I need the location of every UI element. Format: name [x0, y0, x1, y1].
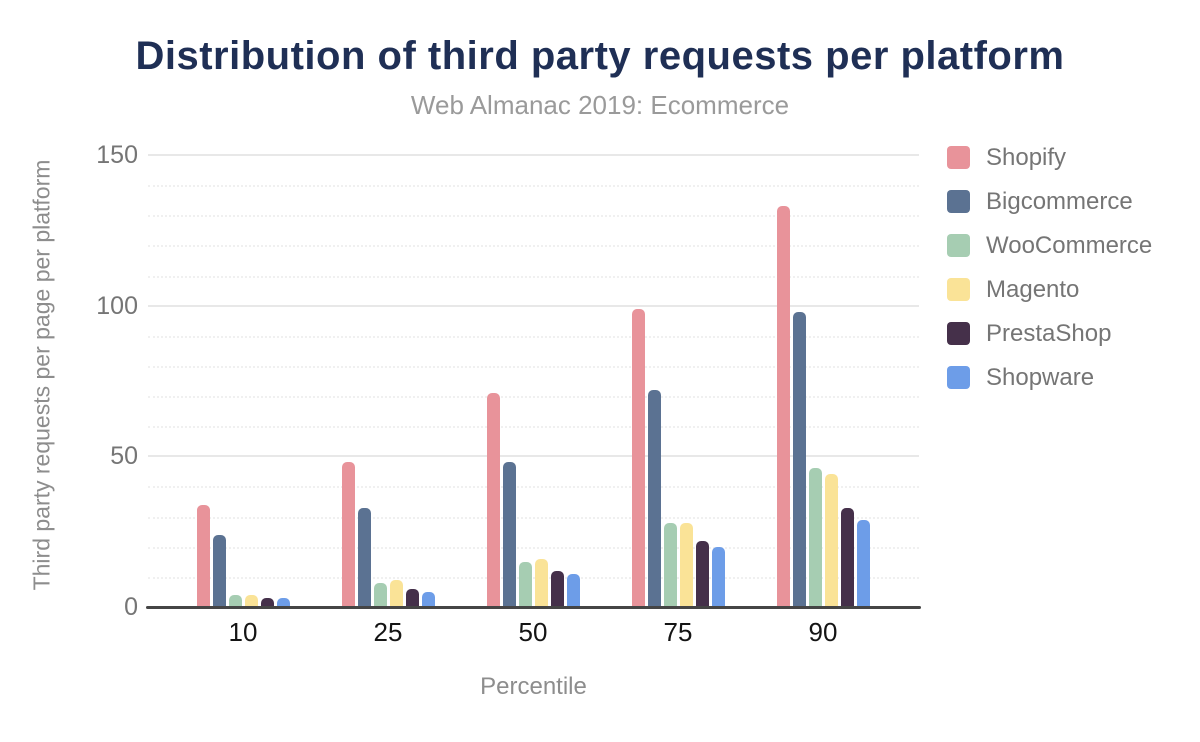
legend-item-magento: Magento	[947, 276, 1152, 303]
bar-group-p50	[486, 393, 580, 607]
bar-magento-p50	[534, 559, 548, 607]
bar-prestashop-p50	[550, 571, 564, 607]
legend-label-shopware: Shopware	[986, 364, 1095, 391]
minor-gridline	[148, 275, 919, 278]
minor-gridline	[148, 516, 919, 519]
bar-shopify-p25	[341, 462, 355, 607]
major-gridline	[148, 304, 919, 307]
bar-group-p10	[196, 505, 290, 607]
x-tick-label-25: 25	[373, 617, 403, 647]
minor-gridline	[148, 365, 919, 368]
bar-shopware-p90	[856, 520, 870, 607]
bar-shopware-p50	[566, 574, 580, 607]
legend: Shopify Bigcommerce WooCommerce Magento Pres…	[947, 146, 1152, 410]
chart-subtitle: Web Almanac 2019: Ecommerce	[410, 90, 790, 120]
chart-title: Distribution of third party requests per…	[135, 34, 1065, 78]
minor-gridline	[148, 245, 919, 248]
bar-shopware-p10	[276, 598, 290, 607]
bar-shopify-p50	[486, 393, 500, 607]
legend-item-prestashop: PrestaShop	[947, 320, 1152, 347]
legend-swatch-shopify	[947, 146, 970, 169]
minor-gridline	[148, 396, 919, 399]
bar-group-p25	[341, 462, 435, 607]
bar-shopify-p10	[196, 505, 210, 607]
legend-label-shopify: Shopify	[986, 144, 1067, 171]
bar-woocommerce-p50	[518, 562, 532, 607]
y-tick-label: 150	[96, 141, 138, 169]
x-axis-line	[146, 606, 921, 609]
minor-gridline	[148, 215, 919, 218]
bar-magento-p90	[824, 474, 838, 607]
minor-gridline	[148, 335, 919, 338]
legend-swatch-bigcommerce	[947, 190, 970, 213]
minor-gridline	[148, 426, 919, 429]
x-tick-label-10: 10	[228, 617, 258, 647]
y-tick-label: 100	[96, 291, 138, 320]
legend-label-prestashop: PrestaShop	[986, 320, 1112, 347]
legend-item-woocommerce: WooCommerce	[947, 232, 1153, 259]
legend-label-magento: Magento	[986, 276, 1080, 303]
y-tick-label: 0	[124, 593, 138, 621]
x-tick-label-90: 90	[808, 617, 838, 647]
legend-swatch-magento	[947, 278, 970, 301]
minor-gridline	[148, 185, 919, 188]
minor-gridline	[148, 486, 919, 489]
x-tick-label-75: 75	[663, 617, 693, 647]
bar-bigcommerce-p25	[357, 508, 371, 607]
minor-gridline	[148, 546, 919, 549]
bar-prestashop-p10	[260, 598, 274, 607]
x-tick-label-50: 50	[518, 617, 548, 647]
legend-swatch-prestashop	[947, 322, 970, 345]
minor-gridline	[148, 576, 919, 579]
legend-item-shopify: Shopify	[947, 144, 1152, 171]
legend-item-shopware: Shopware	[947, 364, 1152, 391]
bar-prestashop-p75	[695, 541, 709, 607]
y-tick-label: 50	[110, 442, 138, 471]
bar-magento-p75	[679, 523, 693, 607]
bar-shopware-p25	[421, 592, 435, 607]
bar-woocommerce-p10	[228, 595, 242, 607]
bar-bigcommerce-p90	[792, 312, 806, 607]
bar-bigcommerce-p10	[212, 535, 226, 607]
bar-shopify-p75	[631, 309, 645, 607]
major-gridline	[148, 154, 919, 156]
bar-shopware-p75	[711, 547, 725, 607]
bar-bigcommerce-p75	[647, 390, 661, 607]
bar-woocommerce-p25	[373, 583, 387, 607]
legend-swatch-shopware	[947, 366, 970, 389]
x-axis-title: Percentile	[480, 673, 587, 700]
bar-woocommerce-p90	[808, 468, 822, 607]
bar-bigcommerce-p50	[502, 462, 516, 607]
y-axis-title: Third party requests per page per platfo…	[28, 159, 55, 591]
legend-label-bigcommerce: Bigcommerce	[986, 188, 1133, 215]
bar-magento-p10	[244, 595, 258, 607]
bar-group-p90	[776, 206, 870, 607]
legend-swatch-woocommerce	[947, 234, 970, 257]
bar-woocommerce-p75	[663, 523, 677, 607]
major-gridline	[148, 455, 919, 458]
legend-label-woocommerce: WooCommerce	[986, 232, 1153, 259]
legend-item-bigcommerce: Bigcommerce	[947, 188, 1152, 215]
bar-group-p75	[631, 309, 725, 607]
bar-prestashop-p90	[840, 508, 854, 607]
bar-magento-p25	[389, 580, 403, 607]
bar-prestashop-p25	[405, 589, 419, 607]
bar-shopify-p90	[776, 206, 790, 607]
